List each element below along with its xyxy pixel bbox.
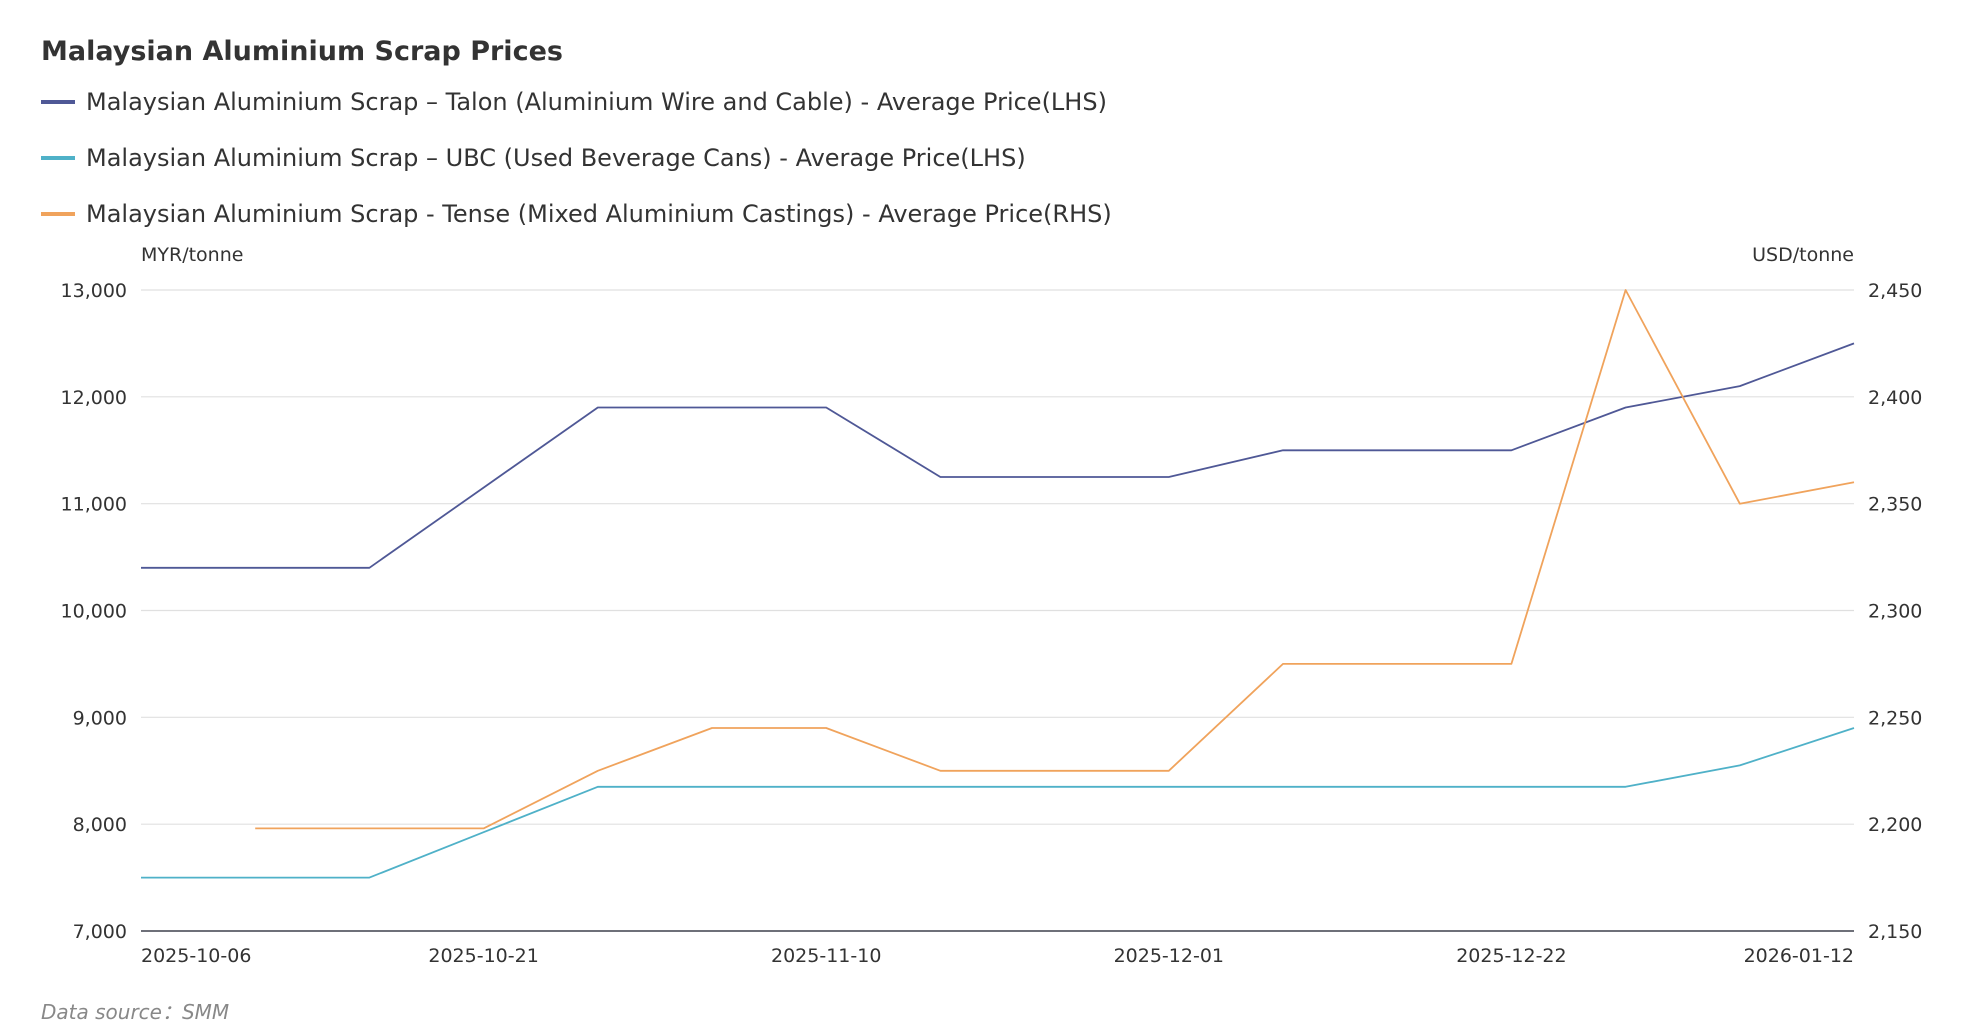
x-tick-label: 2026-01-12 (1744, 945, 1854, 967)
x-tick-label: 2025-10-21 (428, 945, 538, 967)
right-tick-label: 2,200 (1868, 814, 1922, 836)
x-tick-label: 2025-11-10 (771, 945, 881, 967)
left-axis-unit: MYR/tonne (141, 244, 243, 266)
legend-swatch (41, 156, 75, 160)
left-tick-label: 10,000 (61, 601, 127, 623)
left-tick-label: 9,000 (73, 707, 127, 729)
x-tick-label: 2025-12-01 (1114, 945, 1224, 967)
right-tick-label: 2,350 (1868, 494, 1922, 516)
x-tick-label: 2025-10-06 (141, 945, 251, 967)
legend-swatch (41, 212, 75, 216)
left-tick-label: 11,000 (61, 494, 127, 516)
left-tick-label: 13,000 (61, 280, 127, 302)
left-tick-label: 8,000 (73, 814, 127, 836)
right-tick-label: 2,300 (1868, 601, 1922, 623)
legend-label: Malaysian Aluminium Scrap - Tense (Mixed… (86, 200, 1112, 228)
left-tick-label: 12,000 (61, 387, 127, 409)
right-tick-label: 2,400 (1868, 387, 1922, 409)
legend-item-ubc[interactable]: Malaysian Aluminium Scrap – UBC (Used Be… (41, 144, 1026, 172)
data-source: Data source：SMM (41, 1000, 230, 1024)
chart-title: Malaysian Aluminium Scrap Prices (41, 36, 563, 67)
right-axis-unit: USD/tonne (1752, 244, 1854, 266)
legend-item-talon[interactable]: Malaysian Aluminium Scrap – Talon (Alumi… (41, 88, 1107, 116)
x-tick-label: 2025-12-22 (1456, 945, 1566, 967)
legend-label: Malaysian Aluminium Scrap – Talon (Alumi… (86, 88, 1107, 116)
right-tick-label: 2,450 (1868, 280, 1922, 302)
legend-item-tense[interactable]: Malaysian Aluminium Scrap - Tense (Mixed… (41, 200, 1112, 228)
right-tick-label: 2,250 (1868, 707, 1922, 729)
left-tick-label: 7,000 (73, 921, 127, 943)
series-line-1 (141, 727, 1855, 879)
series-line-2 (255, 289, 1855, 830)
legend-label: Malaysian Aluminium Scrap – UBC (Used Be… (86, 144, 1026, 172)
right-tick-label: 2,150 (1868, 921, 1922, 943)
series-line-0 (141, 342, 1855, 569)
legend-swatch (41, 100, 75, 104)
